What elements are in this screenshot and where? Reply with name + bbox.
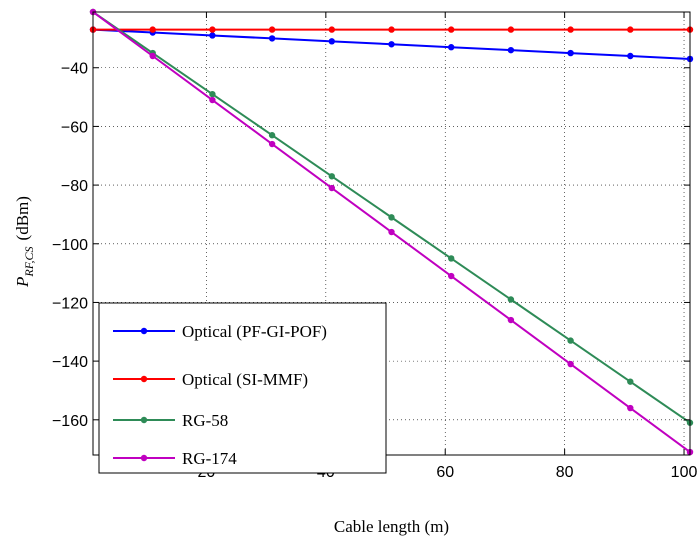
series bbox=[89, 26, 694, 63]
y-tick-label: −80 bbox=[61, 178, 88, 195]
data-point bbox=[567, 26, 574, 33]
data-point bbox=[448, 255, 455, 262]
x-tick-label: 60 bbox=[436, 464, 454, 481]
data-point bbox=[627, 26, 634, 33]
data-point bbox=[448, 26, 455, 33]
legend-marker bbox=[140, 416, 148, 424]
y-axis-label: PRF,CS (dBm) bbox=[13, 196, 36, 288]
data-point bbox=[209, 96, 216, 104]
legend-label: Optical (PF-GI-POF) bbox=[182, 322, 327, 341]
data-point bbox=[209, 90, 216, 98]
data-point bbox=[627, 404, 634, 412]
series bbox=[89, 8, 694, 456]
data-point bbox=[328, 173, 335, 180]
legend: Optical (PF-GI-POF) Optical (SI-MMF) RG-58… bbox=[98, 302, 387, 474]
legend-label: Optical (SI-MMF) bbox=[182, 370, 308, 389]
data-point bbox=[448, 44, 455, 51]
data-point bbox=[388, 228, 395, 236]
data-point bbox=[627, 52, 634, 60]
legend-marker bbox=[140, 454, 148, 462]
data-point bbox=[388, 214, 395, 221]
series bbox=[89, 26, 694, 33]
data-point bbox=[448, 272, 455, 280]
data-point bbox=[328, 184, 335, 192]
data-point bbox=[268, 35, 276, 42]
legend-label: RG-174 bbox=[182, 449, 237, 468]
y-tick-label: −120 bbox=[52, 295, 88, 312]
legend-label: RG-58 bbox=[182, 411, 228, 430]
series-layer bbox=[89, 8, 694, 456]
data-point bbox=[328, 38, 335, 45]
y-axis-label-subscript: RF,CS bbox=[22, 246, 36, 277]
x-tick-label: 80 bbox=[556, 464, 574, 481]
axis-ticks: 20406080100−40−60−80−100−120−140−160 bbox=[52, 12, 698, 481]
data-point bbox=[567, 49, 574, 57]
legend-marker bbox=[140, 327, 148, 335]
data-point bbox=[388, 41, 395, 48]
y-axis-label-unit: (dBm) bbox=[13, 196, 32, 240]
data-point bbox=[268, 26, 276, 33]
data-point bbox=[328, 26, 335, 33]
x-tick-label: 100 bbox=[671, 464, 698, 481]
data-point bbox=[209, 26, 216, 33]
data-point bbox=[627, 378, 634, 385]
y-tick-label: −140 bbox=[52, 354, 88, 371]
y-tick-label: −160 bbox=[52, 413, 88, 430]
y-axis-label-main: P bbox=[13, 277, 32, 288]
data-point bbox=[149, 26, 156, 33]
data-point bbox=[268, 140, 276, 148]
x-axis-label: Cable length (m) bbox=[334, 517, 449, 536]
data-point bbox=[507, 46, 515, 54]
data-point bbox=[507, 296, 515, 303]
data-point bbox=[388, 26, 395, 33]
data-point bbox=[567, 337, 574, 344]
y-tick-label: −100 bbox=[52, 237, 88, 254]
data-point bbox=[507, 316, 515, 324]
plot-frame bbox=[92, 11, 691, 456]
data-point bbox=[567, 360, 574, 368]
data-point bbox=[268, 132, 276, 139]
y-tick-label: −40 bbox=[61, 61, 88, 78]
legend-marker bbox=[140, 375, 148, 383]
data-point bbox=[507, 26, 515, 33]
data-point bbox=[149, 52, 156, 60]
data-point bbox=[209, 32, 216, 39]
y-tick-label: −60 bbox=[61, 119, 88, 136]
